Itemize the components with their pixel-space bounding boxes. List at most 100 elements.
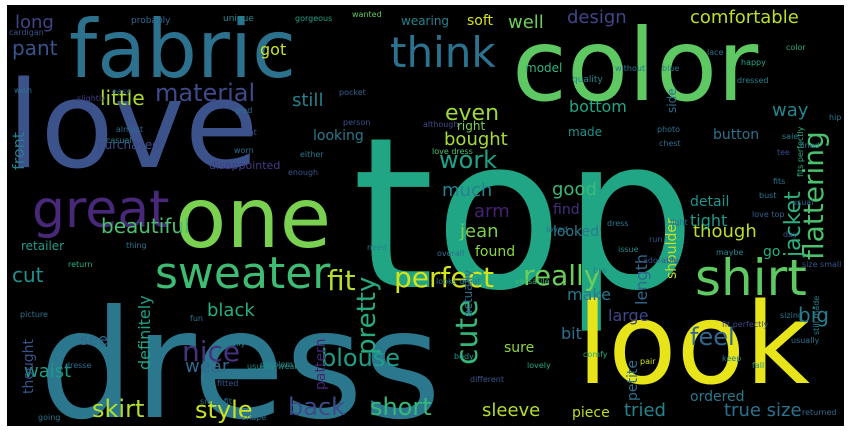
word-flattering: flattering [797,131,830,260]
word-chest: chest [659,139,681,148]
word-love: love [7,57,259,196]
word-soft: soft [467,13,494,29]
word-overall: overall [437,249,464,258]
word-shirt: shirt [695,249,807,307]
word-lace: lace [707,48,724,57]
word-got: got [260,40,286,59]
word-cloud-frame: top dress love look color fabric one sweater shi… [7,5,844,426]
word-great: great [32,180,170,240]
word-long: long [15,12,54,33]
word-thing: thing [126,241,147,250]
word-detail: detail [690,194,729,210]
word-happy: happy [741,58,766,67]
word-body: body [454,352,474,361]
word-bra: bra [593,266,606,275]
word-dresse: dresse [65,361,91,370]
word-usually: usually [217,339,246,348]
word-see: see [80,330,108,349]
word-fits: fits [773,177,785,186]
word-keep: keep [722,354,741,363]
word-looks-great: looks great [436,277,481,286]
word-picture: picture [20,310,48,319]
word-maybe: maybe [716,248,744,257]
word-made: made [568,125,602,139]
word-one: one [175,169,331,267]
word-hip: hip [829,113,841,122]
word-bought: bought [444,129,508,150]
word-easy: easy [112,87,131,96]
word-dressed: dressed [737,76,768,85]
word-casual: casual [106,136,132,145]
word-feel: feel [690,323,735,351]
word-looking: looking [313,128,364,144]
word-tried: tried [624,400,666,421]
word-lovely: lovely [527,361,551,370]
word-back: back [288,393,345,421]
word-good: good [552,179,597,200]
word-different: different [470,375,504,384]
word-work: work [439,146,497,174]
word-black: black [207,300,255,321]
word-jacket: jacket [781,191,806,258]
word-arm: arm [474,201,510,222]
word-think: think [390,28,496,77]
word-blue: blue [662,64,679,73]
word-front: front [9,132,28,170]
word-color: color [512,7,759,124]
word-person: person [343,118,370,127]
word-problem: problem [260,360,293,369]
word-quality: quality [572,75,603,85]
word-nice: nice [182,335,240,368]
word-fall: fall [752,361,764,370]
word-print: print [238,128,257,137]
word-big: big [798,303,829,327]
word-beautiful: beautiful [101,214,190,238]
word-top: top [352,92,696,337]
word-much: much [442,180,492,201]
word-slightly: slightly [77,94,106,103]
word-size-small: size small [802,260,841,269]
word-right: right [457,119,485,133]
word-short: short [370,393,432,421]
word-wish: wish [14,86,32,95]
word-going: going [38,413,60,422]
word-fun: fun [190,314,203,323]
word-found: found [475,244,515,260]
word-well: well [508,12,544,33]
word-run: run [649,235,662,244]
word-fitted: fitted [217,379,238,388]
word-issue: issue [618,245,639,254]
word-photo: photo [657,125,680,134]
word-cardigan: cardigan [9,28,44,37]
word-still-made: still made [812,296,821,335]
word-blouse: blouse [321,344,400,372]
word-gorgeous: gorgeous [295,14,332,23]
word-purchased: purchased [97,138,160,152]
word-really: really [523,259,600,292]
word-fits-perfectly: fits perfectly [796,126,805,177]
word-thought: thought [21,338,37,394]
word-sweater: sweater [155,248,331,299]
word-comfy: comfy [583,350,608,359]
word-love-top: love top [752,210,784,219]
word-bit: bit [561,324,582,343]
word-sale: sale [782,132,798,141]
word-way: way [772,100,809,121]
word-returned: returned [802,408,836,417]
word-fit-perfectly: fit perfectly [722,320,769,329]
word-pant: pant [12,36,58,60]
word-light: light [670,218,688,227]
word-jean: jean [459,221,499,242]
word-lined: lined [800,141,820,150]
word-skirt: skirt [92,395,144,423]
word-adorable: adorable [643,256,678,265]
word-probably: probably [131,16,171,26]
word-sure: sure [504,340,534,356]
word-length: length [632,254,651,305]
word-unique: unique [223,14,254,24]
word-comfortable: comfortable [690,7,799,28]
word-love-dress: love dress [432,147,473,156]
word-look: look [577,280,810,410]
word-versatile: versatile [515,277,550,286]
